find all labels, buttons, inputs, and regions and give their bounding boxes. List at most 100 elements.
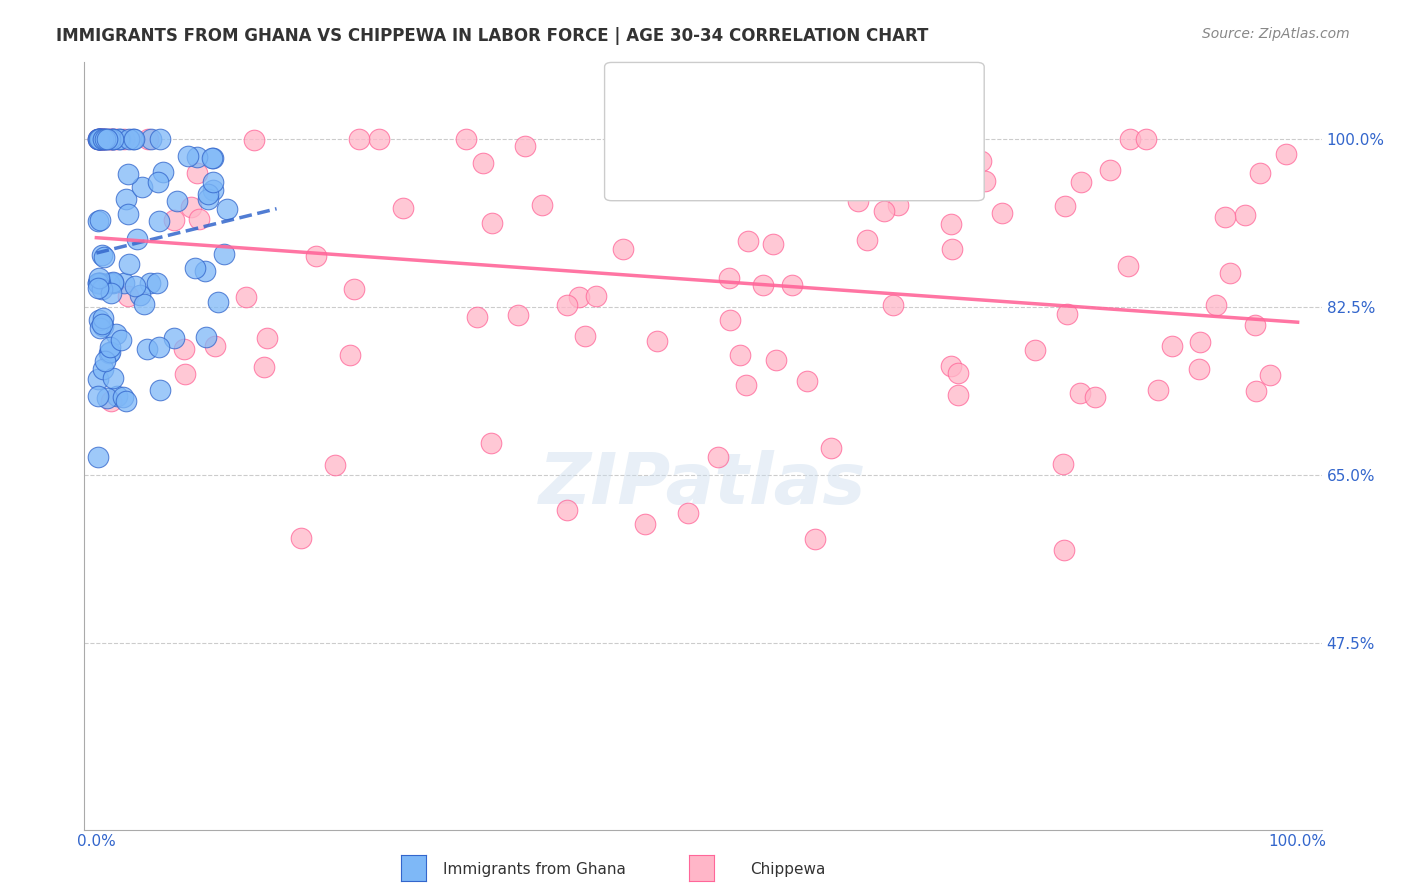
Point [124,279,146,293]
Point [121,132,143,146]
Point [89,132,111,146]
Point [91,361,114,376]
Point [1116,260,1139,274]
Point [149,383,172,397]
Point [104,327,127,342]
Point [125,231,148,245]
Text: Immigrants from Ghana: Immigrants from Ghana [443,863,626,877]
Point [91,247,114,261]
Point [86,389,108,403]
Text: N=: N= [815,91,842,109]
Point [557,298,579,312]
Text: -0.097: -0.097 [727,150,792,168]
Text: Source: ZipAtlas.com: Source: ZipAtlas.com [1202,27,1350,41]
Point [634,517,657,532]
Point [343,282,366,296]
Point [91,132,114,146]
Point [1275,146,1298,161]
Point [100,285,122,300]
Point [173,342,195,356]
Point [215,202,238,217]
Point [90,132,112,146]
Point [112,390,135,404]
Point [89,132,111,146]
Point [481,435,503,450]
Point [804,533,827,547]
Point [97,132,120,146]
Point [117,167,139,181]
Point [86,132,108,146]
Point [555,502,578,516]
Point [101,132,124,146]
Point [1187,362,1209,376]
Point [89,132,111,146]
Point [94,353,117,368]
Point [100,393,122,408]
Text: R =: R = [668,150,699,168]
Point [166,194,188,209]
Point [90,132,112,146]
Point [89,132,111,146]
Point [89,276,111,290]
Point [186,166,208,180]
Point [180,200,202,214]
Text: Chippewa: Chippewa [749,863,825,877]
Point [148,132,170,146]
Point [235,290,257,304]
Point [94,132,117,146]
Point [201,151,224,165]
Point [93,132,115,146]
Point [974,174,997,188]
Point [134,297,156,311]
Point [197,192,219,206]
Point [506,308,529,322]
Point [89,132,111,146]
Point [946,388,969,402]
Point [1234,208,1257,222]
Point [1135,132,1157,146]
Point [97,346,120,360]
Point [368,132,391,146]
Point [184,260,207,275]
Point [323,458,346,472]
Point [110,333,132,347]
Point [89,132,111,146]
Point [612,242,634,256]
Point [1070,175,1092,189]
Point [991,206,1014,220]
Point [1258,368,1281,383]
Point [177,149,200,163]
Point [87,213,110,227]
Point [186,150,208,164]
Point [1205,297,1227,311]
Point [882,298,904,312]
Point [1052,458,1074,472]
Point [1213,211,1236,225]
Point [90,282,112,296]
Point [780,278,803,293]
Point [796,374,818,388]
Point [139,132,162,146]
Point [188,211,211,226]
Point [253,360,276,375]
Point [101,132,124,146]
Point [118,256,141,270]
Point [152,165,174,179]
Point [256,331,278,345]
Point [290,531,312,545]
Point [98,344,121,359]
Point [1053,199,1076,213]
Point [96,132,118,146]
Point [1219,266,1241,280]
Point [148,340,170,354]
Point [707,450,730,464]
Point [472,156,495,170]
Point [737,234,759,248]
Text: IMMIGRANTS FROM GHANA VS CHIPPEWA IN LABOR FORCE | AGE 30-34 CORRELATION CHART: IMMIGRANTS FROM GHANA VS CHIPPEWA IN LAB… [56,27,928,45]
Point [1053,542,1076,557]
Point [117,206,139,220]
Point [163,213,186,227]
Point [86,372,108,386]
Point [91,132,114,146]
Point [105,389,128,403]
